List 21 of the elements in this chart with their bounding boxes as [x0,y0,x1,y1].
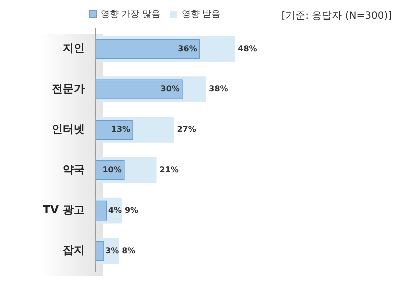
text: [기준: 응답자 (N=300)] [282,10,392,23]
legend-label: 영향 받음 [182,8,220,19]
y-tick-label: 지인 [62,42,85,56]
legend-label: 영향 가장 많음 [101,8,160,19]
y-tick-label: 약국 [62,163,85,176]
data-label: 38% [209,84,228,94]
data-label: 48% [238,44,258,54]
data-label: 4% [108,206,122,215]
data-label: 8% [122,246,136,256]
y-tick-label: 전문가 [52,82,85,96]
data-label: 36% [178,44,198,54]
y-tick-label: 인터넷 [52,122,85,136]
data-label: 13% [111,125,131,134]
data-label: 30% [160,84,180,94]
data-label: 21% [160,165,179,174]
data-label: 10% [102,165,122,174]
data-label: 3% [106,246,120,256]
y-tick-label: 잡지 [62,244,85,258]
y-tick-label: TV 광고 [42,204,85,217]
data-label: 27% [177,125,196,134]
data-label: 9% [124,206,139,215]
